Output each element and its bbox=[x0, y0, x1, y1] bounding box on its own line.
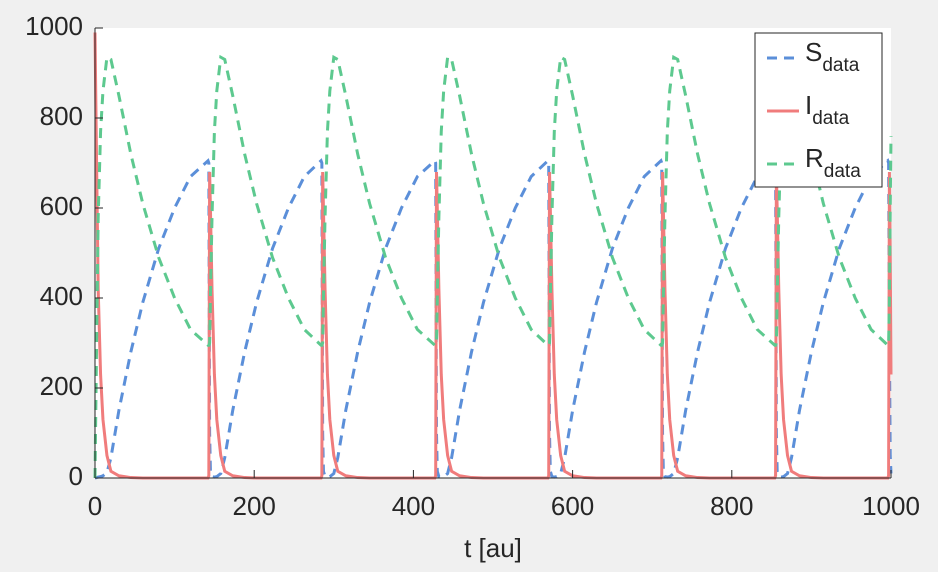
y-tick-label: 200 bbox=[40, 371, 83, 401]
legend-label: Sdata bbox=[805, 37, 860, 76]
y-tick-label: 400 bbox=[40, 281, 83, 311]
x-tick-label: 800 bbox=[710, 491, 753, 521]
x-tick-label: 0 bbox=[88, 491, 102, 521]
series-line bbox=[93, 54, 893, 479]
y-tick-label: 1000 bbox=[25, 11, 83, 41]
x-axis-label: t [au] bbox=[464, 533, 522, 563]
x-tick-label: 1000 bbox=[862, 491, 920, 521]
legend-label: Idata bbox=[805, 90, 850, 129]
legend-label: Rdata bbox=[805, 143, 861, 182]
x-tick-label: 400 bbox=[392, 491, 435, 521]
x-tick-label: 200 bbox=[233, 491, 276, 521]
x-tick-label: 600 bbox=[551, 491, 594, 521]
y-tick-label: 800 bbox=[40, 101, 83, 131]
y-tick-label: 0 bbox=[69, 461, 83, 491]
legend: Sdata Idata Rdata bbox=[754, 32, 883, 188]
y-tick-label: 600 bbox=[40, 191, 83, 221]
